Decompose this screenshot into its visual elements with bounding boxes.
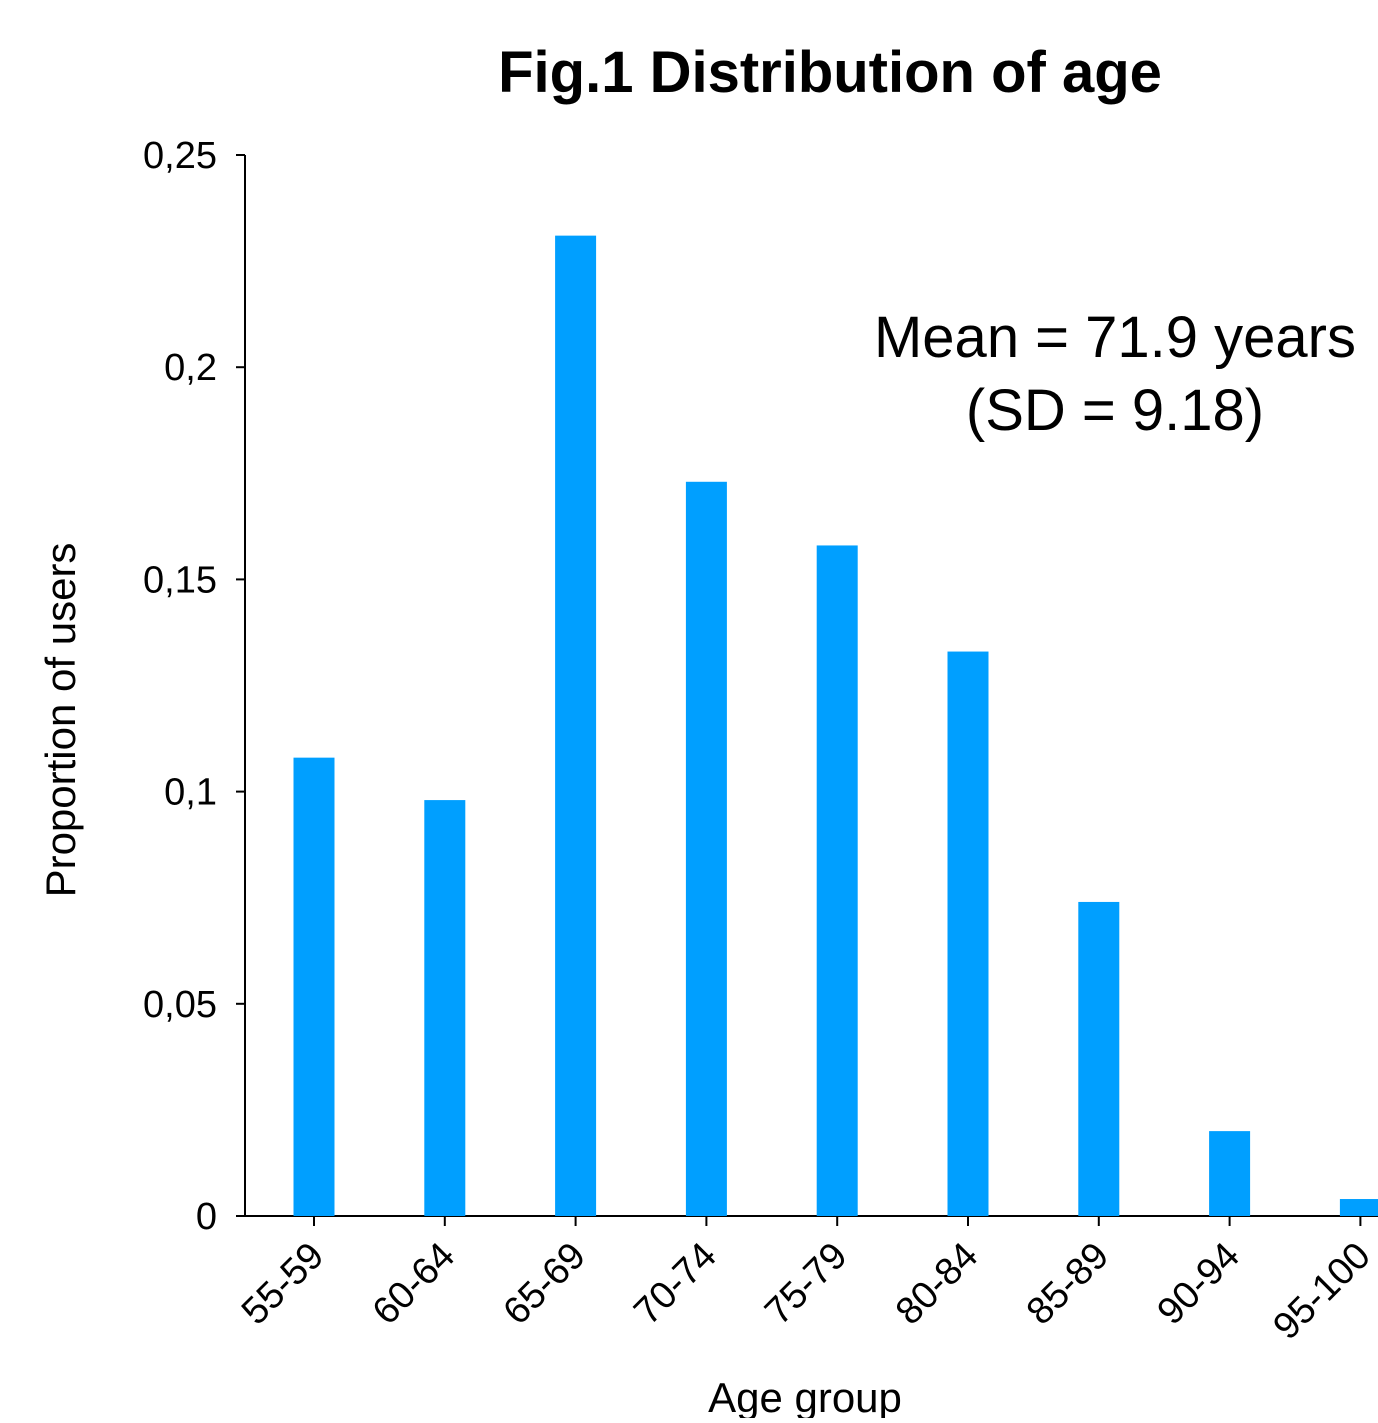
bar-65-69	[555, 236, 596, 1216]
y-axis: 0 0,05 0,1 0,15 0,2 0,25	[143, 135, 245, 1238]
mean-annotation: Mean = 71.9 years	[874, 305, 1356, 370]
y-tick-label: 0,25	[143, 135, 217, 177]
bar-60-64	[424, 800, 465, 1216]
x-tick-label: 70-74	[626, 1235, 724, 1333]
x-tick-label: 90-94	[1150, 1235, 1248, 1333]
x-tick-label: 80-84	[888, 1235, 986, 1333]
y-tick-label: 0,05	[143, 984, 217, 1026]
x-axis: 55-59 60-64 65-69 70-74 75-79 80-84 85-89 90-94…	[234, 1216, 1378, 1348]
y-tick-label: 0,15	[143, 559, 217, 601]
bar-70-74	[686, 482, 727, 1216]
bar-95-100	[1340, 1199, 1378, 1216]
sd-annotation: (SD = 9.18)	[966, 378, 1264, 443]
y-tick-label: 0,2	[164, 347, 217, 389]
x-tick-label: 65-69	[496, 1235, 594, 1333]
x-tick-label: 75-79	[757, 1235, 855, 1333]
x-axis-label: Age group	[708, 1374, 902, 1418]
bar-75-79	[817, 545, 858, 1216]
y-tick-label: 0,1	[164, 772, 217, 814]
bar-80-84	[948, 652, 989, 1216]
y-tick-label: 0	[196, 1196, 217, 1238]
x-tick-label: 60-64	[365, 1235, 463, 1333]
bar-85-89	[1078, 902, 1119, 1216]
bar-55-59	[294, 758, 335, 1216]
x-tick-label: 55-59	[234, 1235, 332, 1333]
x-tick-label: 95-100	[1265, 1235, 1378, 1348]
chart-title: Fig.1 Distribution of age	[498, 40, 1162, 105]
x-tick-label: 85-89	[1019, 1235, 1117, 1333]
bar-90-94	[1209, 1131, 1250, 1216]
y-axis-label: Proportion of users	[37, 543, 84, 898]
